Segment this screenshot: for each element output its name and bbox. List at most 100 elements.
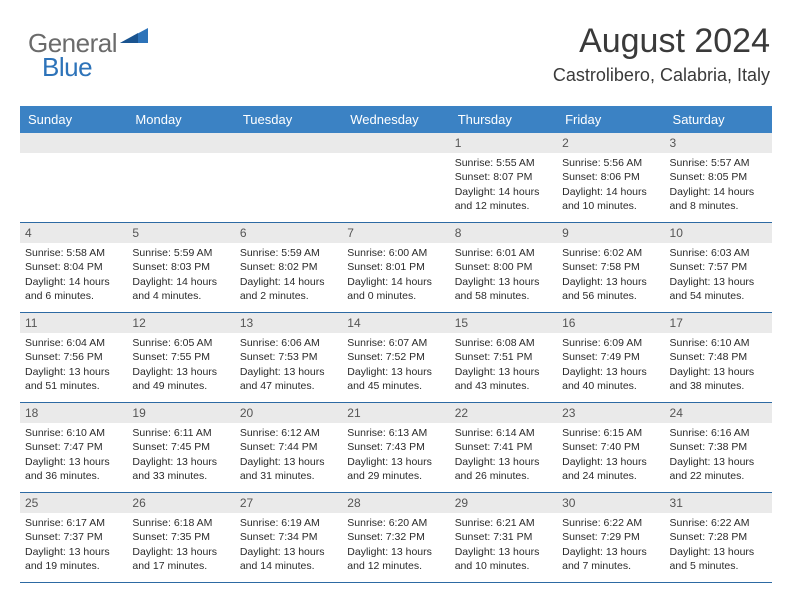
week-row: 18 Sunrise: 6:10 AMSunset: 7:47 PMDayligh… <box>20 403 772 493</box>
day-details: Sunrise: 5:59 AMSunset: 8:03 PMDaylight:… <box>132 246 229 303</box>
day-details: Sunrise: 6:06 AMSunset: 7:53 PMDaylight:… <box>240 336 337 393</box>
day-cell: 27 Sunrise: 6:19 AMSunset: 7:34 PMDayligh… <box>235 493 342 582</box>
week-row: 4 Sunrise: 5:58 AMSunset: 8:04 PMDaylight… <box>20 223 772 313</box>
month-title: August 2024 <box>553 22 770 61</box>
logo-triangle-icon <box>120 25 148 48</box>
day-number: 20 <box>235 403 342 423</box>
day-cell: 8 Sunrise: 6:01 AMSunset: 8:00 PMDaylight… <box>450 223 557 312</box>
day-number-empty <box>235 133 342 153</box>
day-header-wednesday: Wednesday <box>342 106 449 133</box>
day-cell: 9 Sunrise: 6:02 AMSunset: 7:58 PMDaylight… <box>557 223 664 312</box>
day-details: Sunrise: 6:03 AMSunset: 7:57 PMDaylight:… <box>670 246 767 303</box>
day-cell: 3 Sunrise: 5:57 AMSunset: 8:05 PMDaylight… <box>665 133 772 222</box>
day-number: 11 <box>20 313 127 333</box>
day-details: Sunrise: 6:14 AMSunset: 7:41 PMDaylight:… <box>455 426 552 483</box>
day-details: Sunrise: 6:07 AMSunset: 7:52 PMDaylight:… <box>347 336 444 393</box>
day-cell: 26 Sunrise: 6:18 AMSunset: 7:35 PMDayligh… <box>127 493 234 582</box>
day-header-row: SundayMondayTuesdayWednesdayThursdayFrid… <box>20 106 772 133</box>
day-cell <box>127 133 234 222</box>
day-details: Sunrise: 5:59 AMSunset: 8:02 PMDaylight:… <box>240 246 337 303</box>
day-cell: 10 Sunrise: 6:03 AMSunset: 7:57 PMDayligh… <box>665 223 772 312</box>
day-cell: 30 Sunrise: 6:22 AMSunset: 7:29 PMDayligh… <box>557 493 664 582</box>
location-label: Castrolibero, Calabria, Italy <box>553 65 770 86</box>
day-number: 6 <box>235 223 342 243</box>
day-number: 15 <box>450 313 557 333</box>
day-header-sunday: Sunday <box>20 106 127 133</box>
day-details: Sunrise: 6:02 AMSunset: 7:58 PMDaylight:… <box>562 246 659 303</box>
day-number: 8 <box>450 223 557 243</box>
day-cell <box>20 133 127 222</box>
day-details: Sunrise: 6:15 AMSunset: 7:40 PMDaylight:… <box>562 426 659 483</box>
day-details: Sunrise: 6:18 AMSunset: 7:35 PMDaylight:… <box>132 516 229 573</box>
day-number: 14 <box>342 313 449 333</box>
day-cell: 15 Sunrise: 6:08 AMSunset: 7:51 PMDayligh… <box>450 313 557 402</box>
day-details: Sunrise: 6:10 AMSunset: 7:47 PMDaylight:… <box>25 426 122 483</box>
day-number: 26 <box>127 493 234 513</box>
day-cell: 21 Sunrise: 6:13 AMSunset: 7:43 PMDayligh… <box>342 403 449 492</box>
day-header-thursday: Thursday <box>450 106 557 133</box>
day-number-empty <box>342 133 449 153</box>
day-details: Sunrise: 6:09 AMSunset: 7:49 PMDaylight:… <box>562 336 659 393</box>
day-details: Sunrise: 6:11 AMSunset: 7:45 PMDaylight:… <box>132 426 229 483</box>
week-row: 11 Sunrise: 6:04 AMSunset: 7:56 PMDayligh… <box>20 313 772 403</box>
day-cell: 2Sunrise: 5:56 AMSunset: 8:06 PMDaylight… <box>557 133 664 222</box>
day-number: 1 <box>450 133 557 153</box>
day-cell <box>235 133 342 222</box>
day-cell: 7Sunrise: 6:00 AMSunset: 8:01 PMDaylight… <box>342 223 449 312</box>
day-details: Sunrise: 6:16 AMSunset: 7:38 PMDaylight:… <box>670 426 767 483</box>
day-cell: 5Sunrise: 5:59 AMSunset: 8:03 PMDaylight… <box>127 223 234 312</box>
day-details: Sunrise: 6:08 AMSunset: 7:51 PMDaylight:… <box>455 336 552 393</box>
day-header-monday: Monday <box>127 106 234 133</box>
day-cell: 31Sunrise: 6:22 AMSunset: 7:28 PMDayligh… <box>665 493 772 582</box>
day-number: 10 <box>665 223 772 243</box>
day-number: 9 <box>557 223 664 243</box>
day-number-empty <box>20 133 127 153</box>
day-cell <box>342 133 449 222</box>
day-cell: 22 Sunrise: 6:14 AMSunset: 7:41 PMDayligh… <box>450 403 557 492</box>
day-number: 7 <box>342 223 449 243</box>
calendar: SundayMondayTuesdayWednesdayThursdayFrid… <box>20 106 772 583</box>
day-number: 12 <box>127 313 234 333</box>
day-cell: 23 Sunrise: 6:15 AMSunset: 7:40 PMDayligh… <box>557 403 664 492</box>
day-number: 2 <box>557 133 664 153</box>
day-number: 22 <box>450 403 557 423</box>
day-cell: 11 Sunrise: 6:04 AMSunset: 7:56 PMDayligh… <box>20 313 127 402</box>
day-details: Sunrise: 6:12 AMSunset: 7:44 PMDaylight:… <box>240 426 337 483</box>
day-details: Sunrise: 5:57 AMSunset: 8:05 PMDaylight:… <box>670 156 767 213</box>
logo-text-blue: Blue <box>42 52 92 82</box>
day-details: Sunrise: 6:01 AMSunset: 8:00 PMDaylight:… <box>455 246 552 303</box>
day-cell: 24 Sunrise: 6:16 AMSunset: 7:38 PMDayligh… <box>665 403 772 492</box>
day-cell: 14 Sunrise: 6:07 AMSunset: 7:52 PMDayligh… <box>342 313 449 402</box>
day-cell: 4 Sunrise: 5:58 AMSunset: 8:04 PMDaylight… <box>20 223 127 312</box>
day-number: 19 <box>127 403 234 423</box>
day-number: 24 <box>665 403 772 423</box>
day-header-friday: Friday <box>557 106 664 133</box>
day-number: 30 <box>557 493 664 513</box>
day-number: 21 <box>342 403 449 423</box>
day-details: Sunrise: 6:17 AMSunset: 7:37 PMDaylight:… <box>25 516 122 573</box>
day-number: 23 <box>557 403 664 423</box>
day-number: 27 <box>235 493 342 513</box>
day-details: Sunrise: 5:55 AMSunset: 8:07 PMDaylight:… <box>455 156 552 213</box>
day-header-tuesday: Tuesday <box>235 106 342 133</box>
day-number: 3 <box>665 133 772 153</box>
day-number: 4 <box>20 223 127 243</box>
day-number: 18 <box>20 403 127 423</box>
day-details: Sunrise: 6:22 AMSunset: 7:28 PMDaylight:… <box>670 516 767 573</box>
day-details: Sunrise: 6:10 AMSunset: 7:48 PMDaylight:… <box>670 336 767 393</box>
day-cell: 13 Sunrise: 6:06 AMSunset: 7:53 PMDayligh… <box>235 313 342 402</box>
day-number: 29 <box>450 493 557 513</box>
day-details: Sunrise: 6:19 AMSunset: 7:34 PMDaylight:… <box>240 516 337 573</box>
day-number: 13 <box>235 313 342 333</box>
day-cell: 25 Sunrise: 6:17 AMSunset: 7:37 PMDayligh… <box>20 493 127 582</box>
day-cell: 20 Sunrise: 6:12 AMSunset: 7:44 PMDayligh… <box>235 403 342 492</box>
day-number: 16 <box>557 313 664 333</box>
day-details: Sunrise: 6:13 AMSunset: 7:43 PMDaylight:… <box>347 426 444 483</box>
day-cell: 6 Sunrise: 5:59 AMSunset: 8:02 PMDaylight… <box>235 223 342 312</box>
day-details: Sunrise: 5:58 AMSunset: 8:04 PMDaylight:… <box>25 246 122 303</box>
day-details: Sunrise: 6:04 AMSunset: 7:56 PMDaylight:… <box>25 336 122 393</box>
day-cell: 12Sunrise: 6:05 AMSunset: 7:55 PMDayligh… <box>127 313 234 402</box>
day-details: Sunrise: 6:22 AMSunset: 7:29 PMDaylight:… <box>562 516 659 573</box>
day-cell: 18 Sunrise: 6:10 AMSunset: 7:47 PMDayligh… <box>20 403 127 492</box>
day-number: 25 <box>20 493 127 513</box>
